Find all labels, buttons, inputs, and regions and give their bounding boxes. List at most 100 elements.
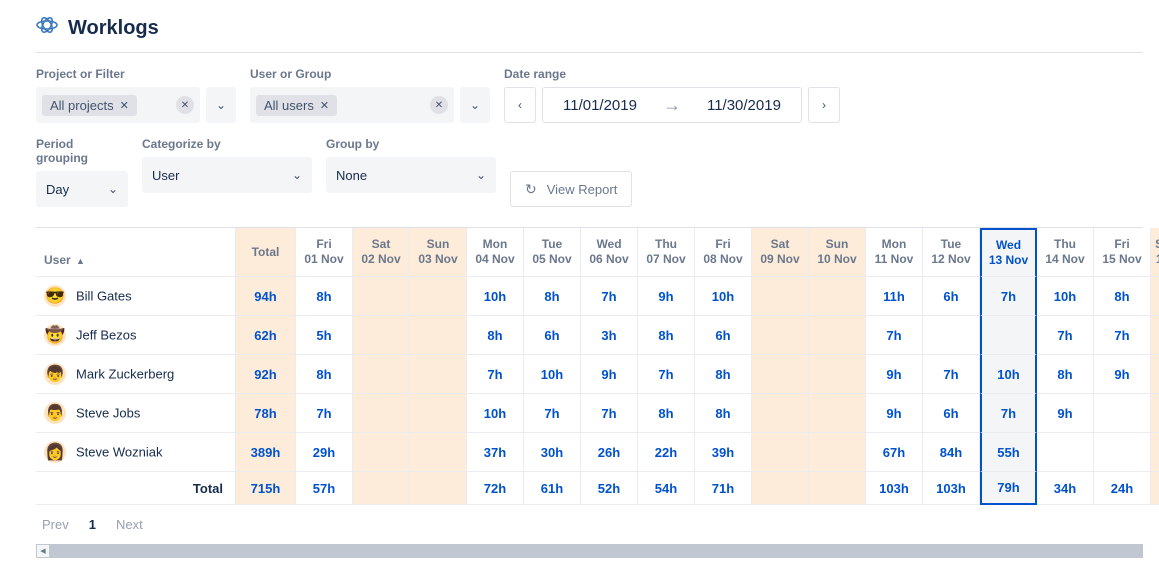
user-filter-chip[interactable]: All users ✕ [256,95,337,116]
user-cell[interactable]: 👩Steve Wozniak [36,433,236,472]
worklog-cell[interactable]: 10h [1037,277,1094,316]
column-total-cell[interactable]: 61h [524,472,581,505]
period-grouping-select[interactable]: Day ⌄ [36,171,128,207]
worklog-cell[interactable]: 6h [923,394,980,433]
view-report-button[interactable]: ↻ View Report [510,171,632,207]
scroll-left-icon[interactable]: ◀ [36,544,50,558]
user-column-header[interactable]: User ▲ [36,228,236,277]
worklog-cell[interactable]: 8h [296,355,353,394]
worklog-cell[interactable]: 8h [1037,355,1094,394]
worklog-cell[interactable]: 7h [866,316,923,355]
worklog-cell[interactable]: 8h [638,394,695,433]
worklog-cell[interactable]: 7h [467,355,524,394]
row-total-cell[interactable]: 389h [236,433,296,472]
worklog-cell[interactable]: 7h [581,277,638,316]
worklog-cell[interactable]: 6h [524,316,581,355]
worklog-cell[interactable]: 10h [980,355,1037,394]
row-total-cell[interactable]: 94h [236,277,296,316]
scroll-track[interactable] [50,544,1143,558]
worklog-cell[interactable]: 7h [296,394,353,433]
worklog-cell[interactable]: 5h [296,316,353,355]
user-cell[interactable]: 🤠Jeff Bezos [36,316,236,355]
worklog-cell[interactable]: 9h [638,277,695,316]
row-total-cell[interactable]: 92h [236,355,296,394]
column-total-cell[interactable]: 52h [581,472,638,505]
pager-next[interactable]: Next [116,517,143,532]
chevron-down-icon: ⌄ [292,168,302,182]
worklog-cell[interactable]: 8h [524,277,581,316]
worklog-cell[interactable]: 30h [524,433,581,472]
worklog-cell[interactable]: 8h [695,355,752,394]
worklog-cell[interactable]: 7h [923,355,980,394]
worklog-cell[interactable]: 8h [1094,277,1151,316]
worklog-cell[interactable]: 10h [524,355,581,394]
worklog-cell[interactable]: 7h [1094,316,1151,355]
worklog-cell[interactable]: 8h [467,316,524,355]
worklog-cell[interactable]: 8h [695,394,752,433]
user-filter-chipbox[interactable]: All users ✕ ✕ [250,87,454,123]
worklog-cell[interactable]: 7h [524,394,581,433]
worklog-cell[interactable]: 11h [866,277,923,316]
worklog-cell[interactable]: 6h [923,277,980,316]
user-cell[interactable]: 👨Steve Jobs [36,394,236,433]
row-total-cell[interactable]: 62h [236,316,296,355]
groupby-select[interactable]: None ⌄ [326,157,496,193]
column-total-cell[interactable]: 24h [1094,472,1151,505]
worklog-cell[interactable]: 3h [581,316,638,355]
date-range-box[interactable]: 11/01/2019 → 11/30/2019 [542,87,802,123]
date-range-next[interactable]: › [808,87,840,123]
avatar: 😎 [44,285,66,307]
grand-total-cell[interactable]: 715h [236,472,296,505]
column-total-cell[interactable]: 103h [866,472,923,505]
project-filter-chip[interactable]: All projects ✕ [42,95,137,116]
user-cell[interactable]: 👦Mark Zuckerberg [36,355,236,394]
chevron-left-icon: ‹ [518,98,522,112]
worklog-cell[interactable]: 22h [638,433,695,472]
user-chip-remove-icon[interactable]: ✕ [320,99,329,112]
worklog-cell[interactable]: 8h [638,316,695,355]
column-total-cell-extra [1151,472,1159,505]
categorize-select[interactable]: User ⌄ [142,157,312,193]
user-filter-expand[interactable]: ⌄ [460,87,490,123]
worklog-cell[interactable]: 10h [695,277,752,316]
worklog-cell[interactable]: 9h [1037,394,1094,433]
worklog-cell[interactable]: 7h [581,394,638,433]
column-total-cell[interactable]: 72h [467,472,524,505]
worklog-cell[interactable]: 26h [581,433,638,472]
worklog-cell[interactable]: 9h [866,355,923,394]
worklog-cell[interactable]: 7h [980,394,1037,433]
column-total-cell[interactable]: 54h [638,472,695,505]
worklog-cell[interactable]: 7h [638,355,695,394]
worklog-cell[interactable]: 29h [296,433,353,472]
worklog-cell [752,277,809,316]
column-total-cell[interactable]: 34h [1037,472,1094,505]
worklog-cell[interactable]: 7h [980,277,1037,316]
project-filter-chipbox[interactable]: All projects ✕ ✕ [36,87,200,123]
worklog-cell[interactable]: 9h [1094,355,1151,394]
column-total-cell[interactable]: 57h [296,472,353,505]
pager-prev[interactable]: Prev [42,517,69,532]
row-total-cell[interactable]: 78h [236,394,296,433]
project-filter-expand[interactable]: ⌄ [206,87,236,123]
worklog-cell[interactable]: 8h [296,277,353,316]
project-filter-clear-icon[interactable]: ✕ [176,96,194,114]
column-total-cell[interactable]: 71h [695,472,752,505]
worklog-cell[interactable]: 9h [581,355,638,394]
worklog-cell[interactable]: 7h [1037,316,1094,355]
worklog-cell[interactable]: 55h [980,433,1037,472]
horizontal-scrollbar[interactable]: ◀ [36,544,1143,558]
worklog-cell[interactable]: 10h [467,277,524,316]
worklog-cell[interactable]: 84h [923,433,980,472]
user-cell[interactable]: 😎Bill Gates [36,277,236,316]
project-chip-remove-icon[interactable]: ✕ [120,99,129,112]
date-range-prev[interactable]: ‹ [504,87,536,123]
worklog-cell[interactable]: 67h [866,433,923,472]
column-total-cell[interactable]: 79h [980,472,1037,505]
worklog-cell[interactable]: 37h [467,433,524,472]
worklog-cell[interactable]: 10h [467,394,524,433]
worklog-cell[interactable]: 39h [695,433,752,472]
worklog-cell[interactable]: 6h [695,316,752,355]
column-total-cell[interactable]: 103h [923,472,980,505]
user-filter-clear-icon[interactable]: ✕ [430,96,448,114]
worklog-cell[interactable]: 9h [866,394,923,433]
